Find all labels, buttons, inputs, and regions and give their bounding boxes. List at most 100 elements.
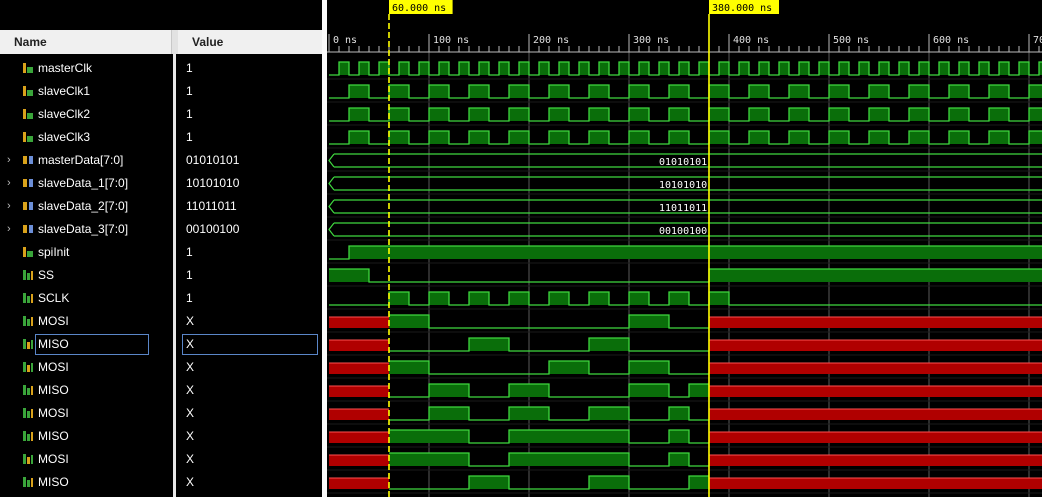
name-column-header[interactable]: Name <box>0 30 172 54</box>
x-state-fill <box>709 363 1042 374</box>
wave-high-fill <box>629 131 649 144</box>
x-state-fill <box>329 317 389 328</box>
signal-name: spiInit <box>38 245 70 259</box>
bus-signal-icon <box>22 223 34 235</box>
signal-row[interactable]: SS 1 <box>0 264 322 287</box>
waveform-panel[interactable]: 0 ns 100 ns 200 ns 300 ns 400 ns 500 ns 600 ns… <box>327 0 1042 497</box>
ruler-tick-label: 200 ns <box>533 35 569 46</box>
wave-high-fill <box>419 62 429 75</box>
signal-row[interactable]: › masterData[7:0] 01010101 <box>0 149 322 172</box>
signal-row[interactable]: › slaveData_2[7:0] 11011011 <box>0 195 322 218</box>
wave-high-fill <box>329 269 369 282</box>
signal-value: 01010101 <box>186 153 240 167</box>
waveform-canvas[interactable]: 0 ns 100 ns 200 ns 300 ns 400 ns 500 ns 600 ns… <box>327 0 1042 497</box>
time-marker-tag <box>709 0 779 14</box>
ruler-tick-label: 400 ns <box>733 35 769 46</box>
time-marker-tag <box>389 0 453 14</box>
signal-row[interactable]: slaveClk1 1 <box>0 80 322 103</box>
wave-high-fill <box>829 108 849 121</box>
wave-high-fill <box>629 292 649 305</box>
signal-name: slaveClk3 <box>38 130 91 144</box>
signal-value: X <box>186 475 195 489</box>
column-separator[interactable] <box>172 30 178 54</box>
signal-row[interactable]: MOSI X <box>0 310 322 333</box>
wave-high-fill <box>689 384 709 397</box>
signal-name: SS <box>38 268 55 282</box>
wave-high-fill <box>379 62 389 75</box>
wave-high-fill <box>549 108 569 121</box>
signal-row[interactable]: MISO X <box>0 379 322 402</box>
signal-row[interactable]: MOSI X <box>0 356 322 379</box>
signal-row[interactable]: slaveClk3 1 <box>0 126 322 149</box>
signal-row[interactable]: spiInit 1 <box>0 241 322 264</box>
x-state-fill <box>329 386 389 397</box>
value-column-header[interactable]: Value <box>192 35 224 49</box>
x-state-fill <box>709 409 1042 420</box>
wave-trace <box>329 61 1042 76</box>
signal-row[interactable]: MISO X <box>0 333 322 356</box>
wave-high-fill <box>589 407 629 420</box>
wave-high-fill <box>589 476 629 489</box>
signal-row[interactable]: › slaveData_1[7:0] 10101010 <box>0 172 322 195</box>
net-signal-icon <box>22 476 34 488</box>
wave-high-fill <box>429 131 449 144</box>
signal-name: MISO <box>38 429 69 443</box>
signal-value: X <box>186 383 195 397</box>
wave-high-fill <box>349 131 369 144</box>
wave-high-fill <box>799 62 809 75</box>
expand-chevron-icon[interactable]: › <box>7 223 11 235</box>
signal-value: X <box>182 334 318 355</box>
pane-splitter[interactable] <box>322 0 327 497</box>
wave-trace <box>389 406 709 421</box>
wave-high-fill <box>349 246 1042 259</box>
wave-high-fill <box>789 85 809 98</box>
signal-row[interactable]: slaveClk2 1 <box>0 103 322 126</box>
wave-high-fill <box>739 62 749 75</box>
wave-high-fill <box>499 62 509 75</box>
signal-value: 1 <box>186 84 193 98</box>
bus-signal-icon <box>22 177 34 189</box>
wave-high-fill <box>509 384 549 397</box>
wave-high-fill <box>909 131 929 144</box>
signal-value: 10101010 <box>186 176 240 190</box>
expand-chevron-icon[interactable]: › <box>7 200 11 212</box>
signal-row[interactable]: MOSI X <box>0 402 322 425</box>
wave-high-fill <box>839 62 849 75</box>
signal-row[interactable]: MISO X <box>0 471 322 494</box>
ruler-tick-label: 0 ns <box>333 35 357 46</box>
signal-row[interactable]: › slaveData_3[7:0] 00100100 <box>0 218 322 241</box>
signal-name: MOSI <box>38 406 69 420</box>
bus-trace <box>328 222 1042 237</box>
signal-row[interactable]: SCLK 1 <box>0 287 322 310</box>
wave-high-fill <box>579 62 589 75</box>
wave-high-fill <box>669 131 689 144</box>
signal-row[interactable]: masterClk 1 <box>0 57 322 80</box>
bit-signal-icon <box>22 131 34 143</box>
x-state-fill <box>709 317 1042 328</box>
signal-row[interactable]: MISO X <box>0 425 322 448</box>
signal-name: slaveClk2 <box>38 107 91 121</box>
wave-high-fill <box>949 131 969 144</box>
expand-chevron-icon[interactable]: › <box>7 177 11 189</box>
bus-value-label: 00100100 <box>659 226 707 237</box>
x-state-fill <box>709 432 1042 443</box>
wave-high-fill <box>619 62 629 75</box>
ruler-tick-label: 100 ns <box>433 35 469 46</box>
wave-high-fill <box>949 85 969 98</box>
ruler-tick-label: 600 ns <box>933 35 969 46</box>
name-value-divider[interactable] <box>173 54 176 497</box>
wave-high-fill <box>429 85 449 98</box>
net-signal-icon <box>22 430 34 442</box>
signal-row[interactable]: MOSI X <box>0 448 322 471</box>
net-signal-icon <box>22 269 34 281</box>
wave-high-fill <box>519 62 529 75</box>
signal-name: MOSI <box>38 314 69 328</box>
wave-high-fill <box>389 315 429 328</box>
wave-high-fill <box>879 62 889 75</box>
expand-chevron-icon[interactable]: › <box>7 154 11 166</box>
wave-trace <box>329 245 1042 260</box>
x-state-fill <box>709 386 1042 397</box>
wave-high-fill <box>469 338 509 351</box>
net-out-signal-icon <box>22 361 34 373</box>
x-state-fill <box>329 478 389 489</box>
